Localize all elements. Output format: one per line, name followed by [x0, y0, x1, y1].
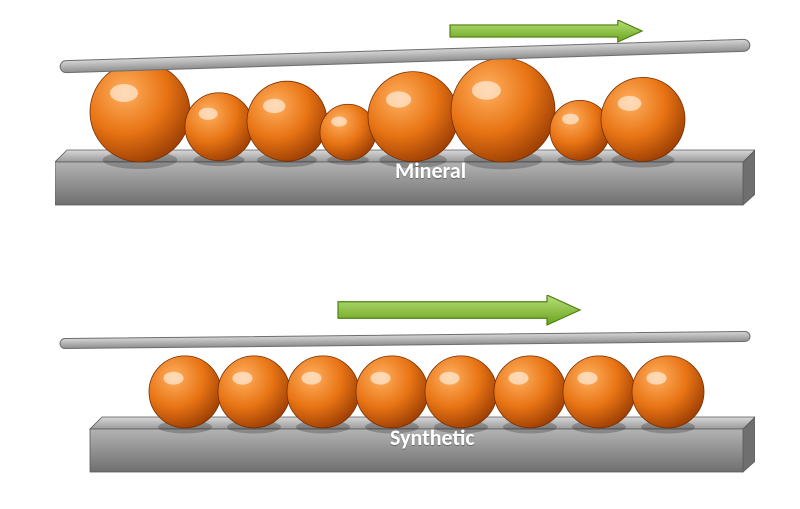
panel-mineral-svg: [55, 20, 755, 215]
top-plate-mineral: [60, 39, 750, 73]
panel-mineral: Mineral: [55, 20, 755, 215]
label-synthetic: Synthetic: [390, 424, 475, 451]
panel-synthetic: Synthetic: [55, 295, 755, 490]
arrow-mineral: [450, 20, 642, 42]
panel-synthetic-svg: [55, 295, 755, 490]
label-mineral: Mineral: [395, 157, 466, 184]
arrow-synthetic: [338, 295, 580, 325]
top-plate-synthetic: [60, 331, 750, 348]
